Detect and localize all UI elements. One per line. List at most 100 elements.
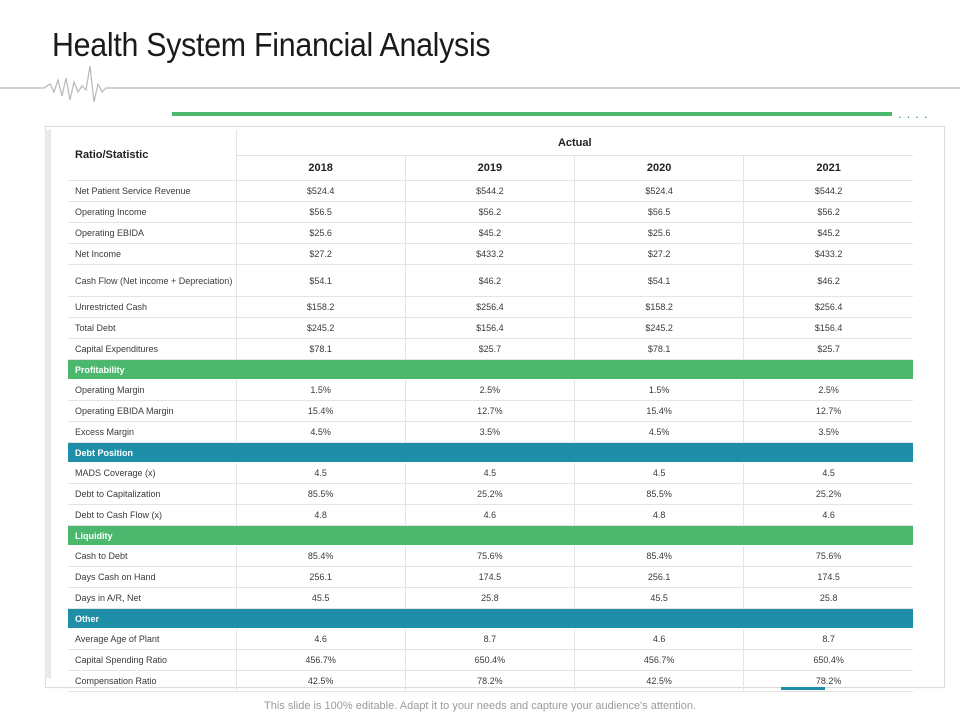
table-row: Operating EBIDA Margin 15.4% 12.7% 15.4% 12.…	[68, 400, 913, 422]
cell-value: 4.8	[235, 504, 406, 526]
cell-value: 25.8	[743, 587, 913, 609]
cell-value: 42.5%	[573, 670, 744, 692]
section-header-row: Liquidity	[68, 525, 913, 546]
cell-value: 2.5%	[404, 379, 575, 401]
cell-value: $524.4	[235, 180, 406, 202]
row-label: Debt to Capitalization	[68, 483, 236, 505]
table-row: Debt to Capitalization 85.5% 25.2% 85.5% 25.…	[68, 483, 913, 505]
row-label: Capital Expenditures	[68, 338, 236, 360]
table-row: Cash to Debt 85.4% 75.6% 85.4% 75.6%	[68, 545, 913, 567]
table-body: Net Patient Service Revenue $524.4 $544.2 $…	[68, 180, 913, 692]
row-label: Compensation Ratio	[68, 670, 236, 692]
row-label: Net Patient Service Revenue	[68, 180, 236, 202]
cell-value: 174.5	[404, 566, 575, 588]
cell-value: $433.2	[404, 243, 575, 265]
cell-value: $78.1	[573, 338, 744, 360]
cell-value: $25.7	[743, 338, 913, 360]
cell-value: $158.2	[573, 296, 744, 318]
group-header-actual: Actual	[235, 130, 913, 156]
section-title: Debt Position	[68, 442, 913, 463]
cell-value: 42.5%	[235, 670, 406, 692]
row-label: MADS Coverage (x)	[68, 462, 236, 484]
table-row: Unrestricted Cash $158.2 $256.4 $158.2 $256.…	[68, 296, 913, 318]
cell-value: 4.6	[235, 628, 406, 650]
table-row: Average Age of Plant 4.6 8.7 4.6 8.7	[68, 628, 913, 650]
cell-value: $46.2	[404, 264, 575, 297]
cell-value: 3.5%	[404, 421, 575, 443]
cell-value: $25.6	[235, 222, 406, 244]
cell-value: 25.8	[404, 587, 575, 609]
table-row: MADS Coverage (x) 4.5 4.5 4.5 4.5	[68, 462, 913, 484]
cell-value: 2.5%	[743, 379, 913, 401]
cell-value: 650.4%	[404, 649, 575, 671]
row-label: Total Debt	[68, 317, 236, 339]
cell-value: 650.4%	[743, 649, 913, 671]
table-row: Days Cash on Hand 256.1 174.5 256.1 174.5	[68, 566, 913, 588]
cell-value: 85.5%	[235, 483, 406, 505]
cell-value: 25.2%	[743, 483, 913, 505]
table-row: Operating Income $56.5 $56.2 $56.5 $56.2	[68, 201, 913, 223]
table-row: Net Patient Service Revenue $524.4 $544.2 $…	[68, 180, 913, 202]
cell-value: 15.4%	[235, 400, 406, 422]
section-title: Other	[68, 608, 913, 629]
cell-value: 1.5%	[573, 379, 744, 401]
table-row: Net Income $27.2 $433.2 $27.2 $433.2	[68, 243, 913, 265]
year-header: 2018	[235, 155, 406, 181]
cell-value: $245.2	[235, 317, 406, 339]
table-row: Operating EBIDA $25.6 $45.2 $25.6 $45.2	[68, 222, 913, 244]
footer-note: This slide is 100% editable. Adapt it to…	[264, 700, 696, 712]
row-label: Cash Flow (Net income + Depreciation)	[68, 264, 236, 297]
cell-value: 78.2%	[404, 670, 575, 692]
cell-value: $158.2	[235, 296, 406, 318]
cell-value: $56.5	[573, 201, 744, 223]
cell-value: 456.7%	[573, 649, 744, 671]
table-row: Total Debt $245.2 $156.4 $245.2 $156.4	[68, 317, 913, 339]
cell-value: 15.4%	[573, 400, 744, 422]
table-row: Cash Flow (Net income + Depreciation) $54…	[68, 264, 913, 297]
cell-value: $256.4	[404, 296, 575, 318]
cell-value: 4.5%	[573, 421, 744, 443]
section-header-row: Debt Position	[68, 442, 913, 463]
cell-value: 75.6%	[743, 545, 913, 567]
cell-value: 4.5	[743, 462, 913, 484]
cell-value: $433.2	[743, 243, 913, 265]
section-title: Liquidity	[68, 525, 913, 546]
cell-value: $27.2	[235, 243, 406, 265]
cell-value: 4.5	[404, 462, 575, 484]
cell-value: $56.2	[743, 201, 913, 223]
heartbeat-line-icon	[0, 65, 960, 103]
cell-value: 12.7%	[743, 400, 913, 422]
cell-value: 4.6	[743, 504, 913, 526]
cell-value: $45.2	[404, 222, 575, 244]
cell-value: 45.5	[235, 587, 406, 609]
cell-value: 4.6	[573, 628, 744, 650]
table-row: Days in A/R, Net 45.5 25.8 45.5 25.8	[68, 587, 913, 609]
row-label: Unrestricted Cash	[68, 296, 236, 318]
row-label: Operating Margin	[68, 379, 236, 401]
cell-value: $46.2	[743, 264, 913, 297]
cell-value: 78.2%	[743, 670, 913, 692]
cell-value: $156.4	[404, 317, 575, 339]
row-label: Operating EBIDA	[68, 222, 236, 244]
cell-value: 85.5%	[573, 483, 744, 505]
year-header: 2020	[573, 155, 744, 181]
cell-value: 25.2%	[404, 483, 575, 505]
row-label: Operating EBIDA Margin	[68, 400, 236, 422]
cell-value: 456.7%	[235, 649, 406, 671]
cell-value: 4.8	[573, 504, 744, 526]
cell-value: 3.5%	[743, 421, 913, 443]
cell-value: 256.1	[573, 566, 744, 588]
cell-value: 85.4%	[235, 545, 406, 567]
table-row: Operating Margin 1.5% 2.5% 1.5% 2.5%	[68, 379, 913, 401]
cell-value: $25.6	[573, 222, 744, 244]
financial-table: Ratio/Statistic Actual 2018 2019 2020 20…	[68, 130, 913, 692]
cell-value: 45.5	[573, 587, 744, 609]
row-label: Excess Margin	[68, 421, 236, 443]
cell-value: $54.1	[235, 264, 406, 297]
dots-decoration: ....	[898, 106, 933, 121]
cell-value: 256.1	[235, 566, 406, 588]
cell-value: $78.1	[235, 338, 406, 360]
cell-value: 8.7	[743, 628, 913, 650]
cell-value: $544.2	[404, 180, 575, 202]
row-label: Days Cash on Hand	[68, 566, 236, 588]
